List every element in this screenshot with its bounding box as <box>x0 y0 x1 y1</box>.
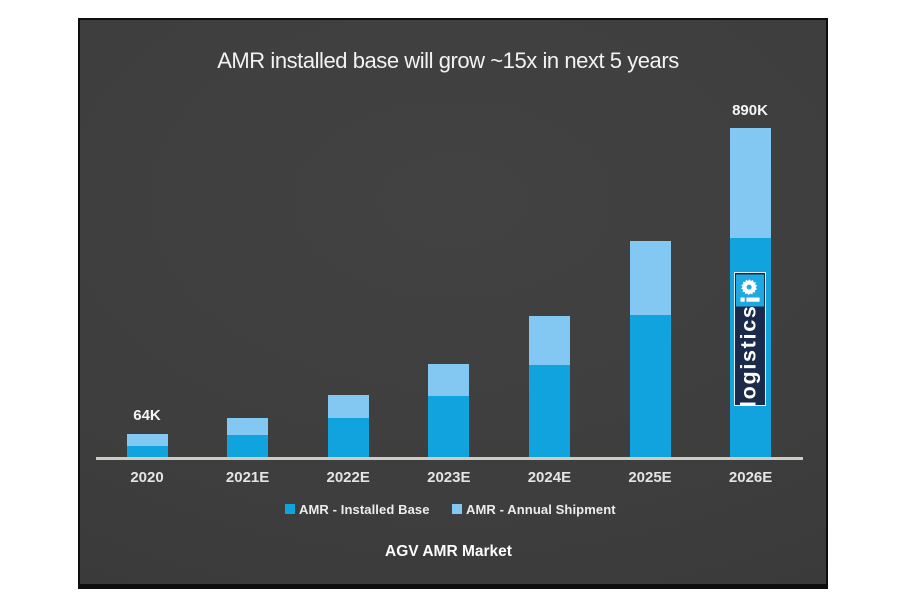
svg-text:logistics: logistics <box>737 304 761 407</box>
